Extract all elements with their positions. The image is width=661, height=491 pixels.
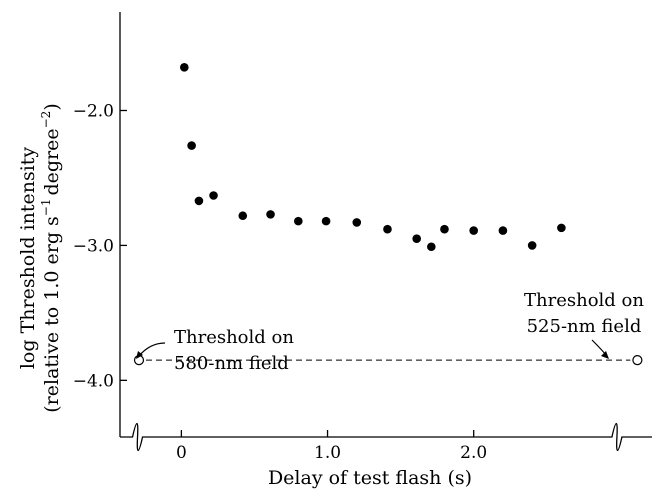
annotation-left: Threshold on 580-nm field [136, 327, 294, 374]
data-point [294, 216, 303, 226]
y-label-exp1: −1 [39, 199, 53, 217]
y-axis-label-line2-group: (relative to 1.0 erg s−1 degree−2) [39, 103, 63, 413]
annotation-right: Threshold on 525-nm field [524, 290, 644, 359]
annotation-left-line1: Threshold on [174, 327, 294, 348]
annotation-left-arrow [138, 342, 166, 357]
y-axis-label-line1: log Threshold intensity [17, 147, 39, 370]
data-point [238, 211, 248, 221]
data-point [321, 216, 331, 226]
data-point [352, 218, 362, 227]
annotation-right-line2: 525-nm field [527, 316, 642, 337]
y-label-exp2: −2 [39, 111, 53, 129]
x-tick-label: 2.0 [460, 443, 487, 463]
x-tick-label: 1.0 [314, 443, 341, 463]
annotation-right-line1: Threshold on [524, 290, 644, 311]
x-tick-label: 0 [176, 443, 187, 463]
data-point [498, 226, 508, 235]
annotation-left-arrowhead [136, 351, 143, 359]
data-point [180, 63, 189, 72]
y-label-mid: degree [41, 128, 63, 195]
data-point [412, 234, 421, 243]
y-tick-label: −4.0 [73, 371, 114, 391]
axes: −2.0 −3.0 −4.0 0 1.0 2.0 [73, 12, 652, 463]
data-point [187, 141, 196, 150]
x-axis-line [120, 422, 652, 452]
annotation-left-line2: 580-nm field [174, 353, 289, 374]
y-label-prefix: (relative to 1.0 erg s [41, 216, 63, 413]
data-point [557, 223, 566, 233]
data-point [527, 241, 537, 250]
data-point [194, 196, 204, 206]
y-tick-label: −3.0 [73, 236, 114, 256]
y-axis-label-line2: (relative to 1.0 erg s−1 degree−2) [39, 103, 63, 413]
annotation-right-arrowhead [601, 351, 609, 359]
data-point [427, 242, 436, 252]
data-point [383, 224, 392, 234]
y-tick-label: −2.0 [73, 101, 114, 121]
threshold-point [632, 354, 643, 366]
y-axis-label-group: log Threshold intensity [17, 147, 39, 370]
data-point [440, 224, 449, 234]
x-axis-label: Delay of test flash (s) [268, 467, 472, 489]
data-point [209, 191, 218, 200]
data-point [469, 226, 478, 235]
y-label-suffix: ) [41, 103, 63, 110]
data-point [266, 210, 275, 219]
annotation-right-arrow [591, 339, 607, 356]
